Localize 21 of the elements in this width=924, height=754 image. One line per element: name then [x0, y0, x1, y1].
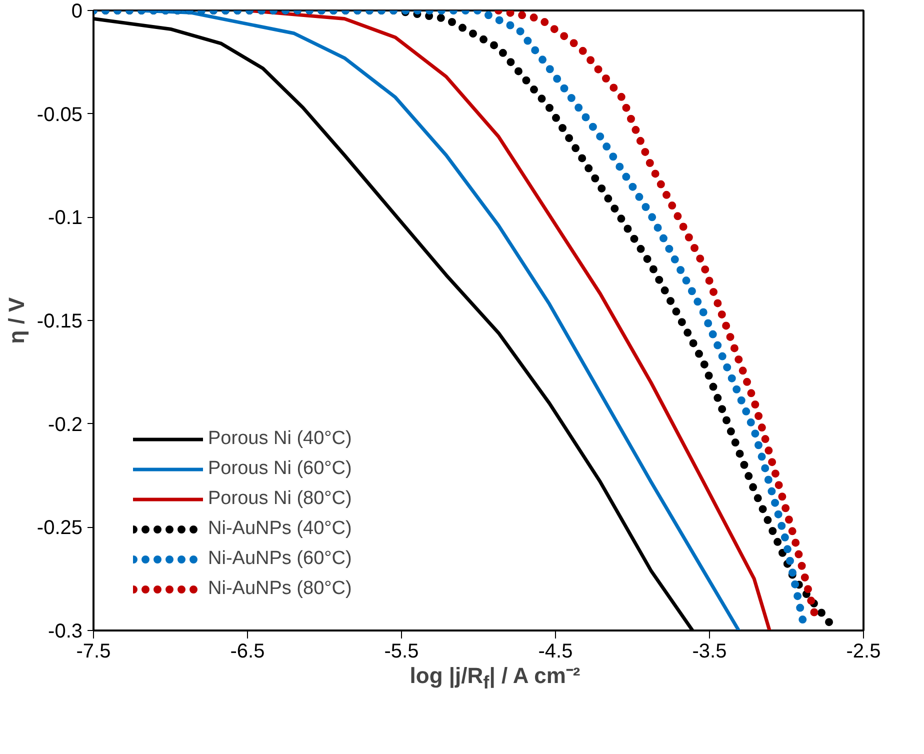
y-tick-label: -0.3	[48, 620, 83, 642]
legend-label: Ni-AuNPs (60°C)	[208, 548, 352, 570]
y-tick-label: -0.15	[36, 310, 83, 332]
y-tick-label: -0.2	[48, 414, 83, 436]
y-tick-label: 0	[71, 0, 82, 22]
x-axis-title: log |j/R$_{f}$| / A cm⁻²	[410, 663, 580, 692]
legend-label: Porous Ni (80°C)	[208, 488, 352, 510]
x-tick-label: -7.5	[76, 640, 111, 662]
y-tick-label: -0.05	[36, 104, 83, 126]
y-tick-label: -0.25	[36, 517, 83, 540]
x-tick-label: -2.5	[846, 640, 881, 662]
x-tick-label: -6.5	[230, 640, 265, 662]
x-tick-label: -4.5	[538, 640, 573, 662]
legend-label: Porous Ni (40°C)	[208, 428, 352, 450]
y-axis-title: η / V	[4, 296, 29, 344]
legend-label: Ni-AuNPs (80°C)	[208, 578, 352, 600]
legend-label: Ni-AuNPs (40°C)	[208, 518, 352, 540]
y-tick-label: -0.1	[48, 207, 83, 230]
x-tick-label: -5.5	[384, 640, 419, 662]
x-tick-label: -3.5	[692, 640, 727, 662]
legend-label: Porous Ni (60°C)	[208, 458, 352, 480]
